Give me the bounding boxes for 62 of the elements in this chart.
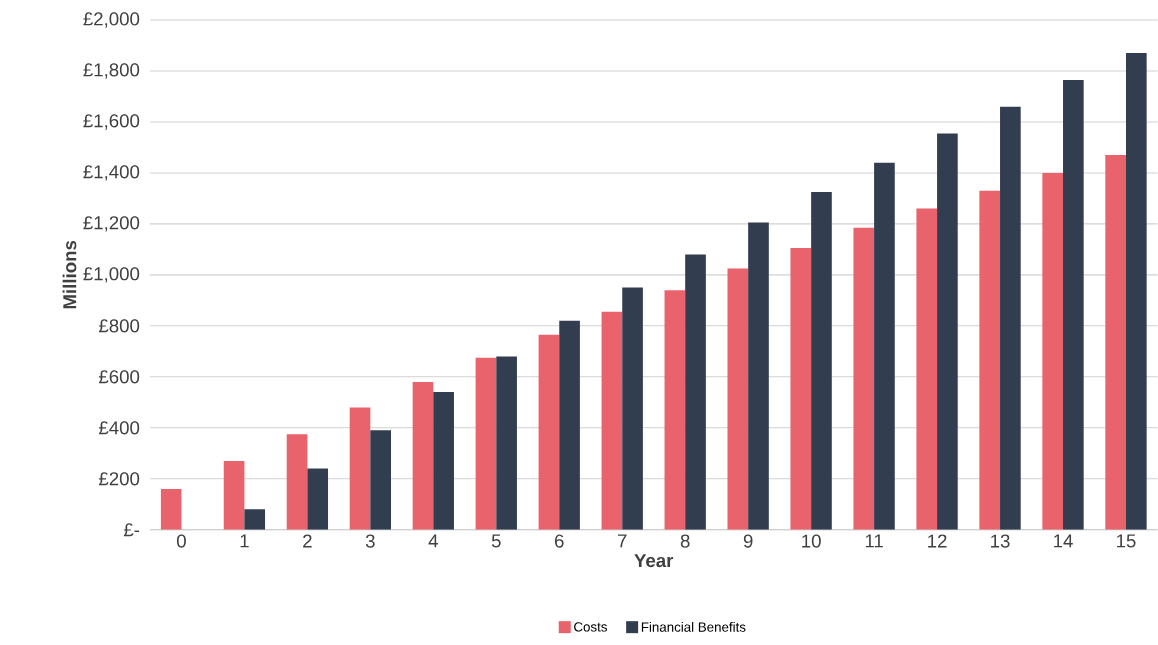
y-tick-label: £1,400 bbox=[83, 165, 140, 181]
y-tick-label: £800 bbox=[98, 319, 140, 333]
y-tick-label: £1,800 bbox=[83, 63, 140, 79]
x-tick-label: 2 bbox=[303, 534, 312, 548]
bar bbox=[790, 248, 812, 530]
x-tick-label: 1 bbox=[240, 534, 249, 548]
x-tick-label: 4 bbox=[428, 534, 438, 548]
bar bbox=[349, 407, 371, 530]
bar bbox=[307, 468, 329, 530]
bar bbox=[874, 162, 895, 530]
x-axis-title: Year bbox=[634, 554, 674, 568]
bar bbox=[664, 290, 686, 530]
bar bbox=[244, 509, 266, 530]
y-tick-label: £1,600 bbox=[83, 114, 140, 130]
bar bbox=[622, 287, 643, 530]
y-tick-label: £1,200 bbox=[83, 216, 140, 232]
bar bbox=[433, 392, 454, 530]
bar bbox=[748, 222, 769, 530]
x-tick-label: 15 bbox=[1117, 534, 1136, 548]
bar bbox=[916, 208, 938, 530]
x-tick-label: 13 bbox=[991, 534, 1010, 548]
legend-label: Financial Benefits bbox=[641, 622, 746, 632]
x-tick-label: 0 bbox=[176, 534, 186, 548]
y-tick-label: £400 bbox=[98, 421, 140, 435]
bar bbox=[979, 190, 1001, 530]
bar bbox=[853, 227, 875, 530]
x-tick-label: 6 bbox=[555, 534, 564, 548]
bar bbox=[937, 133, 958, 530]
bar bbox=[223, 461, 245, 530]
bar bbox=[496, 356, 517, 530]
x-tick-label: 3 bbox=[365, 534, 375, 548]
legend-label: Costs bbox=[574, 622, 607, 632]
bar bbox=[538, 334, 560, 530]
bar bbox=[1105, 155, 1126, 530]
bar bbox=[370, 430, 391, 530]
bar bbox=[727, 268, 749, 530]
bar bbox=[1125, 53, 1147, 530]
bar bbox=[601, 311, 623, 530]
bar bbox=[685, 254, 706, 530]
y-tick-label: £200 bbox=[98, 472, 140, 486]
x-tick-label: 14 bbox=[1054, 534, 1073, 548]
x-tick-label: 8 bbox=[680, 534, 690, 548]
x-tick-label: 12 bbox=[928, 534, 947, 548]
bar bbox=[1042, 173, 1064, 530]
bar bbox=[559, 320, 580, 530]
bar bbox=[1063, 80, 1084, 530]
y-tick-label: £1,000 bbox=[83, 267, 140, 283]
x-tick-label: 7 bbox=[617, 534, 627, 548]
bar bbox=[811, 192, 832, 530]
x-tick-label: 10 bbox=[802, 534, 821, 548]
y-tick-label: £600 bbox=[98, 370, 140, 384]
y-tick-label: £- bbox=[123, 523, 140, 537]
bar bbox=[412, 382, 434, 530]
x-tick-label: 5 bbox=[491, 534, 501, 548]
bar bbox=[160, 489, 182, 530]
x-tick-label: 11 bbox=[865, 534, 883, 548]
y-axis-title: Millions bbox=[62, 241, 77, 309]
bar bbox=[286, 434, 308, 530]
x-tick-label: 9 bbox=[743, 534, 753, 548]
y-tick-label: £2,000 bbox=[83, 12, 140, 28]
bar bbox=[475, 357, 497, 530]
bar bbox=[1000, 106, 1021, 530]
